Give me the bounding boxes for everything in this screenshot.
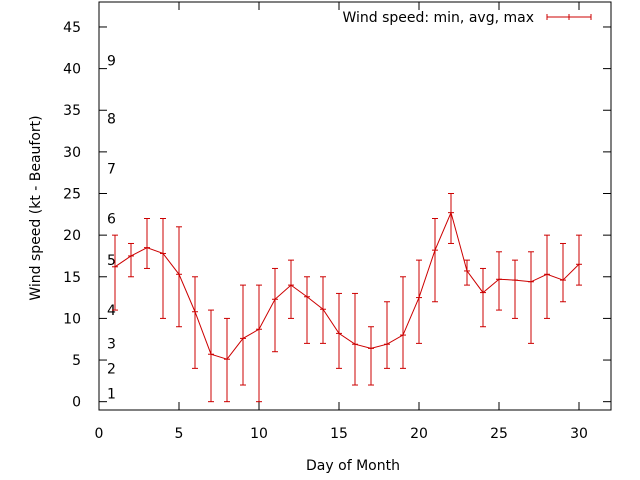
y-axis-label: Wind speed (kt - Beaufort) (28, 115, 44, 300)
y-tick-label: 30 (63, 145, 81, 161)
legend: Wind speed: min, avg, max (342, 10, 592, 26)
beaufort-label: 9 (107, 53, 116, 69)
beaufort-label: 7 (107, 162, 116, 178)
series-line (114, 211, 580, 360)
y-tick-label: 10 (63, 311, 81, 327)
x-tick-label: 20 (410, 426, 428, 442)
y-tick-label: 20 (63, 228, 81, 244)
beaufort-label: 8 (107, 112, 116, 128)
y-tick-label: 35 (63, 103, 81, 119)
x-tick-label: 30 (570, 426, 588, 442)
y-tick-label: 45 (63, 20, 81, 36)
beaufort-label: 2 (107, 361, 116, 377)
beaufort-label: 5 (107, 253, 116, 269)
x-tick-label: 0 (95, 426, 104, 442)
x-axis-label: Day of Month (306, 458, 400, 474)
x-tick-label: 5 (175, 426, 184, 442)
x-tick-label: 10 (250, 426, 268, 442)
legend-label: Wind speed: min, avg, max (342, 10, 534, 26)
beaufort-label: 3 (107, 336, 116, 352)
beaufort-label: 6 (107, 211, 116, 227)
beaufort-label: 4 (107, 303, 116, 319)
y-tick-label: 25 (63, 187, 81, 203)
plot-border (98, 1, 612, 411)
y-tick-label: 15 (63, 270, 81, 286)
y-tick-label: 5 (72, 353, 81, 369)
y-tick-label: 0 (72, 395, 81, 411)
x-tick-label: 15 (330, 426, 348, 442)
y-tick-label: 40 (63, 62, 81, 78)
beaufort-label: 1 (107, 386, 116, 402)
x-tick-label: 25 (490, 426, 508, 442)
